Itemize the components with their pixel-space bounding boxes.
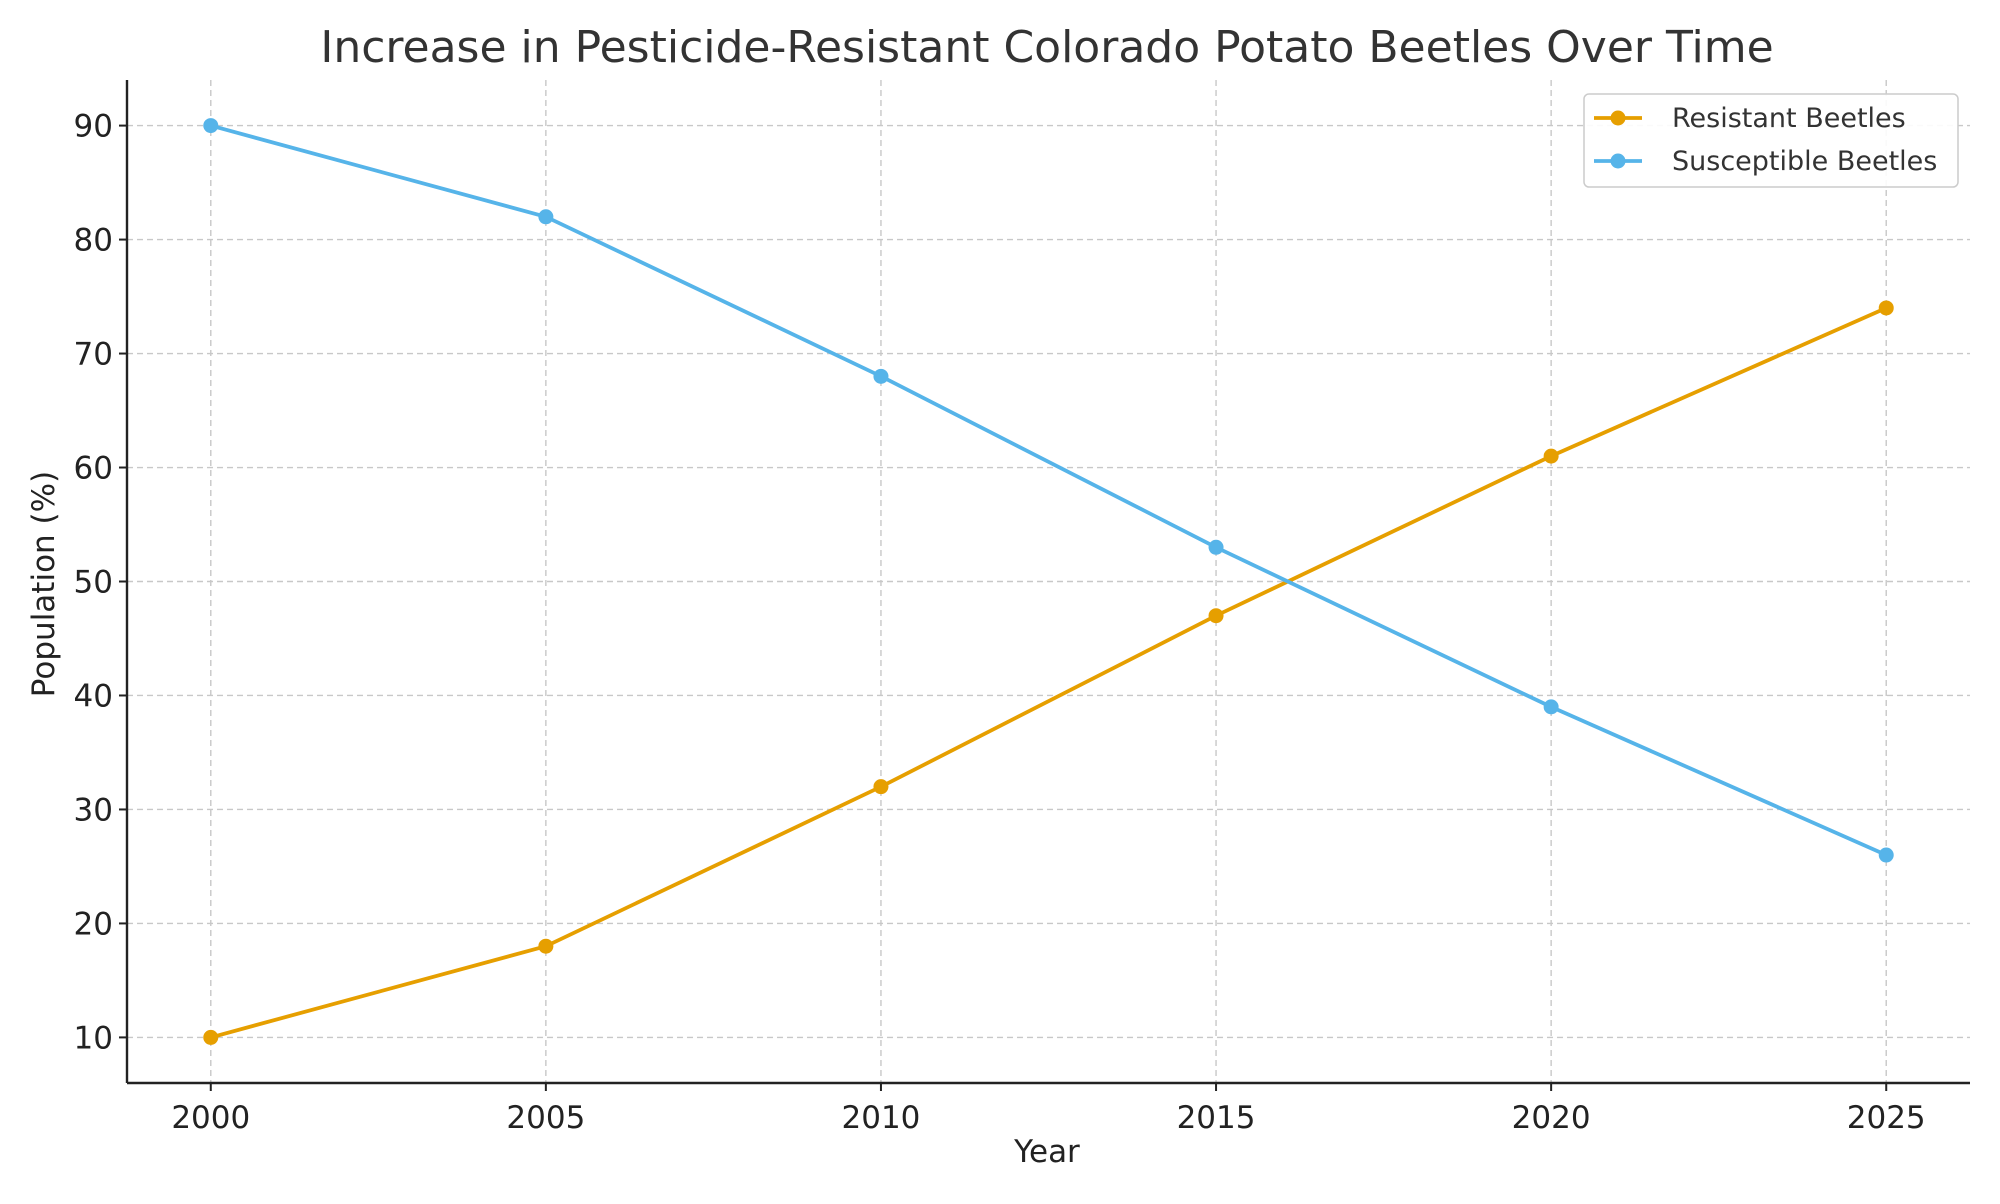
series-layer xyxy=(203,118,1894,1045)
legend-resistant-beetles-label: Resistant Beetles xyxy=(1672,103,1906,134)
axes-layer: 2000 2005 2010 2015 2020 2025 10 20 30 40 50 60 70 80… xyxy=(74,80,1970,1136)
y-tick-label: 40 xyxy=(74,678,113,714)
grid-layer xyxy=(127,80,1970,1083)
x-tick-label: 2020 xyxy=(1512,1100,1591,1136)
y-tick-label: 70 xyxy=(74,337,113,373)
resistant-beetles-point xyxy=(1543,448,1559,464)
chart-title: Increase in Pesticide-Resistant Colorado… xyxy=(320,22,1773,73)
susceptible-beetles-line xyxy=(208,123,1889,857)
susceptible-beetles-point xyxy=(203,118,219,134)
legend-resistant-beetles-swatch-marker xyxy=(1610,110,1626,126)
y-tick-label: 60 xyxy=(74,451,113,487)
y-tick-label: 80 xyxy=(74,223,113,259)
x-axis-label: Year xyxy=(1013,1134,1080,1170)
y-tick-label: 30 xyxy=(74,792,113,828)
resistant-beetles-point xyxy=(1878,300,1894,316)
susceptible-beetles-point xyxy=(538,209,554,225)
resistant-beetles-point xyxy=(538,938,554,954)
resistant-beetles-point xyxy=(1208,608,1224,624)
x-tick-label: 2015 xyxy=(1177,1100,1256,1136)
susceptible-beetles-point xyxy=(1878,847,1894,863)
x-tick-label: 2005 xyxy=(506,1100,585,1136)
y-tick-label: 90 xyxy=(74,109,113,145)
y-tick-label: 10 xyxy=(74,1020,113,1056)
resistant-beetles-point xyxy=(203,1029,219,1045)
legend-box xyxy=(1583,93,1959,188)
x-tick-label: 2025 xyxy=(1847,1100,1926,1136)
resistant-beetles-line xyxy=(208,306,1889,1040)
legend-susceptible-beetles-label: Susceptible Beetles xyxy=(1672,146,1937,177)
y-axis-label: Population (%) xyxy=(26,471,62,697)
resistant-beetles-point xyxy=(873,779,889,795)
susceptible-beetles-point xyxy=(873,368,889,384)
susceptible-beetles-point xyxy=(1208,539,1224,555)
x-tick-label: 2010 xyxy=(842,1100,921,1136)
x-tick-label: 2000 xyxy=(171,1100,250,1136)
legend-susceptible-beetles-swatch-marker xyxy=(1610,153,1626,169)
susceptible-beetles-point xyxy=(1543,699,1559,715)
y-tick-label: 50 xyxy=(74,565,113,601)
y-tick-label: 20 xyxy=(74,906,113,942)
legend: Resistant Beetles Susceptible Beetles xyxy=(1583,93,1959,188)
